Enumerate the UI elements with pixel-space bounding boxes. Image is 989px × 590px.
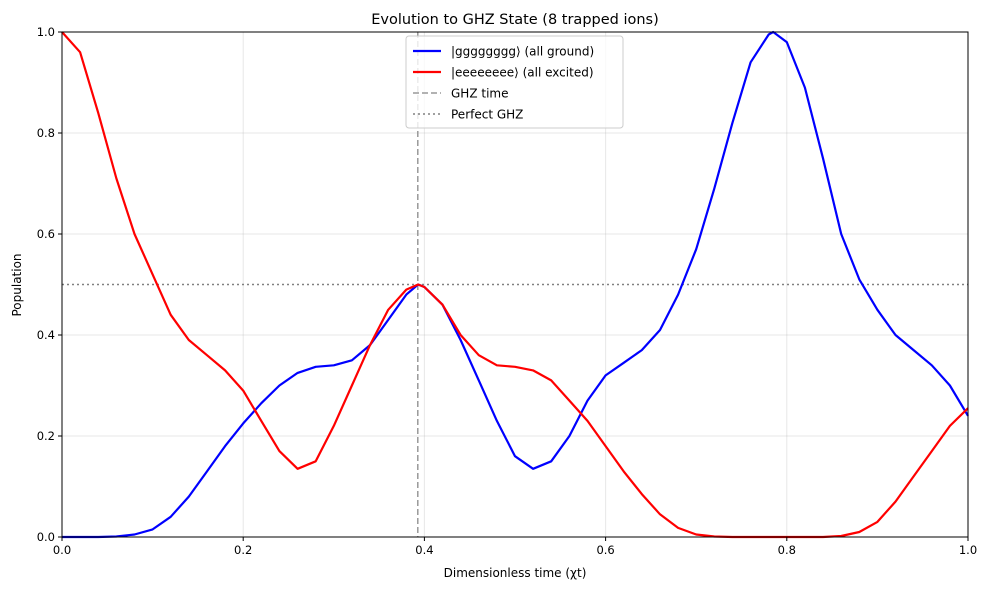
legend-label: Perfect GHZ bbox=[451, 108, 523, 122]
legend-label: GHZ time bbox=[451, 87, 508, 101]
ticks: 0.0 0.2 0.4 0.6 0.8 1.0 0.0 0.2 0.4 0.6 0.8 1.0 bbox=[37, 25, 977, 557]
y-tick-label: 0.8 bbox=[37, 126, 55, 140]
x-tick-label: 0.4 bbox=[415, 543, 433, 557]
x-tick-label: 0.2 bbox=[234, 543, 252, 557]
x-axis-label: Dimensionless time (χt) bbox=[444, 566, 587, 580]
y-tick-label: 1.0 bbox=[37, 25, 55, 39]
chart-title: Evolution to GHZ State (8 trapped ions) bbox=[371, 12, 659, 28]
x-tick-label: 0.0 bbox=[53, 543, 71, 557]
y-axis-label: Population bbox=[10, 253, 24, 316]
y-tick-label: 0.0 bbox=[37, 530, 55, 544]
y-tick-label: 0.4 bbox=[37, 328, 55, 342]
x-tick-label: 0.6 bbox=[596, 543, 614, 557]
y-tick-label: 0.2 bbox=[37, 429, 55, 443]
legend-label: |gggggggg⟩ (all ground) bbox=[451, 45, 594, 59]
y-tick-label: 0.6 bbox=[37, 227, 55, 241]
x-tick-label: 1.0 bbox=[959, 543, 977, 557]
legend: |gggggggg⟩ (all ground) |eeeeeeee⟩ (all e… bbox=[405, 35, 624, 129]
ground-series-line bbox=[62, 30, 969, 539]
x-tick-label: 0.8 bbox=[778, 543, 796, 557]
legend-label: |eeeeeeee⟩ (all excited) bbox=[451, 66, 594, 80]
plot-frame bbox=[61, 31, 969, 538]
